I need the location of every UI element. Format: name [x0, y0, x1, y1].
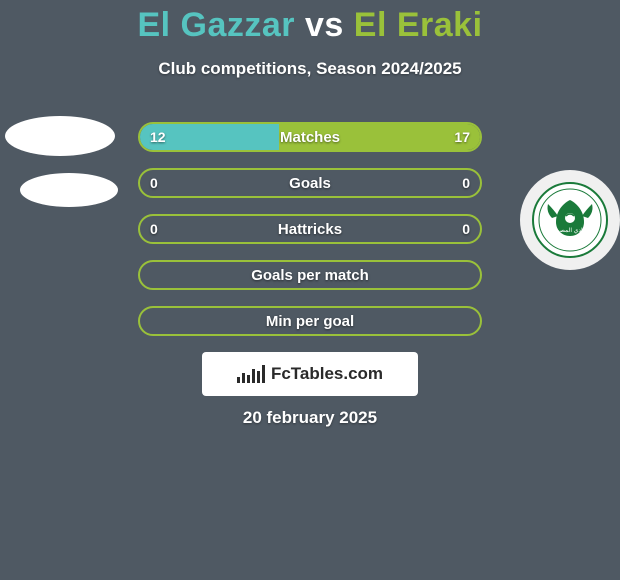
stat-row-min-per-goal: Min per goal	[138, 306, 482, 336]
club-crest-icon: النادي المصري	[532, 182, 608, 258]
player1-avatar-placeholder-1	[5, 116, 115, 156]
fctables-logo: FcTables.com	[202, 352, 418, 396]
stat-label: Matches	[280, 129, 340, 146]
vs-text: vs	[305, 6, 344, 44]
stat-row-hattricks: 0 0 Hattricks	[138, 214, 482, 244]
stat-row-matches: 12 17 Matches	[138, 122, 482, 152]
comparison-title: El Gazzar vs El Eraki	[0, 0, 620, 45]
stat-label: Goals per match	[251, 267, 369, 284]
player1-avatar-placeholder-2	[20, 173, 118, 207]
stat-row-goals-per-match: Goals per match	[138, 260, 482, 290]
player2-name: El Eraki	[354, 6, 483, 44]
stat-value-player1: 0	[150, 175, 158, 191]
stat-row-goals: 0 0 Goals	[138, 168, 482, 198]
player2-club-crest: النادي المصري	[520, 170, 620, 270]
stat-label: Min per goal	[266, 313, 354, 330]
logo-text: FcTables.com	[271, 364, 383, 384]
stat-value-player2: 17	[454, 129, 470, 145]
stat-value-player1: 12	[150, 129, 166, 145]
logo-bars-icon	[237, 365, 265, 383]
stat-label: Goals	[289, 175, 331, 192]
subtitle: Club competitions, Season 2024/2025	[0, 59, 620, 79]
player1-name: El Gazzar	[137, 6, 295, 44]
stat-value-player1: 0	[150, 221, 158, 237]
stat-value-player2: 0	[462, 175, 470, 191]
date-text: 20 february 2025	[0, 408, 620, 428]
svg-text:النادي المصري: النادي المصري	[552, 227, 589, 234]
stat-label: Hattricks	[278, 221, 342, 238]
stat-value-player2: 0	[462, 221, 470, 237]
stats-container: 12 17 Matches 0 0 Goals 0 0 Hattricks Goals per m…	[138, 122, 482, 352]
